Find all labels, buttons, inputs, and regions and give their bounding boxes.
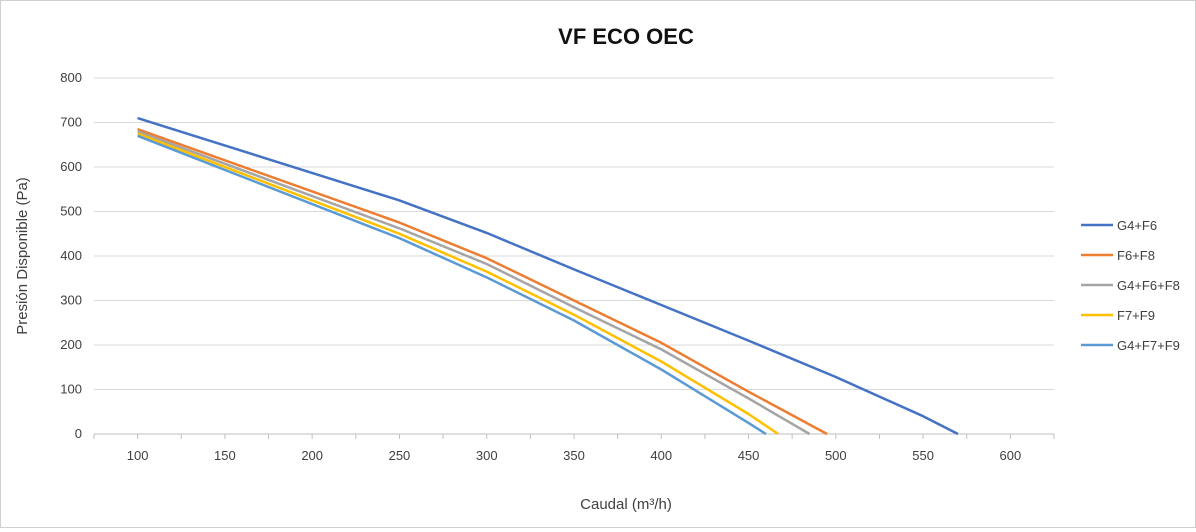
y-tick-label: 600 (60, 159, 82, 174)
legend-label: G4+F6 (1117, 218, 1157, 233)
series-line-g4-f7-f9 (137, 134, 767, 436)
x-axis-title: Caudal (m³/h) (580, 496, 672, 513)
chart-title: VF ECO OEC (558, 24, 694, 49)
y-tick-label: 100 (60, 382, 82, 397)
axes: 0 100 200 300 400 500 600 700 800 100 150 200 250 300… (60, 70, 1055, 463)
y-tick-label: 500 (60, 204, 82, 219)
x-tick-label: 250 (389, 448, 411, 463)
y-tick-label: 800 (60, 70, 82, 85)
x-tick-label: 450 (738, 448, 760, 463)
x-tick-label: 600 (1000, 448, 1022, 463)
x-tick-label: 200 (301, 448, 323, 463)
y-tick-label: 300 (60, 293, 82, 308)
x-tick-label: 500 (825, 448, 847, 463)
x-tick-label: 300 (476, 448, 498, 463)
series-line-f6-f8 (137, 128, 828, 436)
legend-label: G4+F6+F8 (1117, 278, 1180, 293)
gridlines (94, 77, 1054, 390)
series-line-g4-f6 (137, 116, 959, 436)
series-line-g4-f6-f8 (137, 130, 811, 436)
legend: G4+F6 F6+F8 G4+F6+F8 F7+F9 G4+F7+F9 (1081, 218, 1180, 353)
x-tick-label: 150 (214, 448, 236, 463)
series-lines (137, 116, 959, 436)
y-tick-label: 200 (60, 337, 82, 352)
legend-label: G4+F7+F9 (1117, 338, 1180, 353)
y-tick-label: 0 (75, 426, 82, 441)
x-tick-label: 350 (563, 448, 585, 463)
y-axis-title: Presión Disponible (Pa) (14, 177, 31, 335)
x-tick-label: 400 (650, 448, 672, 463)
y-tick-label: 700 (60, 115, 82, 130)
x-tick-label: 550 (912, 448, 934, 463)
y-tick-label: 400 (60, 248, 82, 263)
series-line-f7-f9 (137, 132, 779, 436)
legend-label: F6+F8 (1117, 248, 1155, 263)
legend-label: F7+F9 (1117, 308, 1155, 323)
x-tick-label: 100 (127, 448, 149, 463)
